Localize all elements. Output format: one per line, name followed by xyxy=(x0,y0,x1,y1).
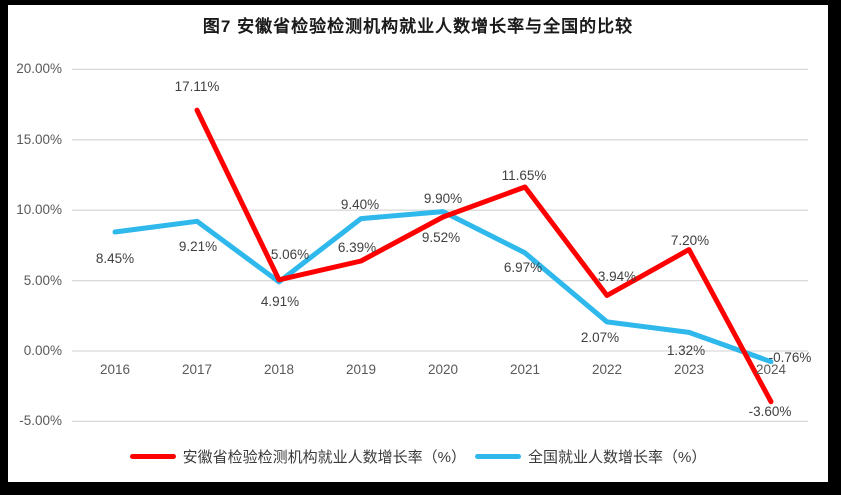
data-label-national-2022: 2.07% xyxy=(580,330,620,346)
data-label-anhui-2022: 3.94% xyxy=(597,269,637,285)
legend-label-anhui: 安徽省检验检测机构就业人数增长率（%） xyxy=(182,449,466,466)
data-label-anhui-2021: 11.65% xyxy=(501,168,547,184)
data-label-national-2023: 1.32% xyxy=(666,342,706,358)
data-label-national-2021: 6.97% xyxy=(503,260,543,276)
legend-item-national: 全国就业人数增长率（%） xyxy=(475,446,706,467)
chart-canvas: 图7 安徽省检验检测机构就业人数增长率与全国的比较 20.00% 15.00% 10… xyxy=(8,5,828,482)
y-tick-label: 15.00% xyxy=(16,131,62,147)
x-tick-label: 2022 xyxy=(591,362,623,377)
legend-marker-anhui-line xyxy=(129,454,176,459)
data-label-national-2016: 8.45% xyxy=(95,250,135,266)
data-label-national-2019: 9.40% xyxy=(340,197,380,213)
series-line-anhui xyxy=(194,107,774,405)
x-tick-label: 2019 xyxy=(345,362,377,377)
x-tick-label: 2018 xyxy=(263,362,295,377)
y-tick-label: -5.00% xyxy=(19,413,62,429)
y-tick-label: 5.00% xyxy=(23,272,62,288)
legend-marker-national-line xyxy=(475,454,521,459)
legend: 安徽省检验检测机构就业人数增长率（%） 全国就业人数增长率（%） xyxy=(8,446,828,467)
legend-label-national: 全国就业人数增长率（%） xyxy=(528,449,707,466)
series-line-national xyxy=(112,209,774,365)
data-label-national-2018: 4.91% xyxy=(260,294,300,310)
x-tick-label: 2017 xyxy=(181,362,213,377)
x-tick-label: 2016 xyxy=(99,362,131,377)
chart-title: 图7 安徽省检验检测机构就业人数增长率与全国的比较 xyxy=(202,17,634,36)
y-tick-label: 10.00% xyxy=(16,202,62,218)
x-tick-label: 2021 xyxy=(509,362,541,377)
data-label-anhui-2018: 5.06% xyxy=(270,247,310,263)
x-tick-label: 2023 xyxy=(673,362,705,377)
data-label-anhui-2019: 6.39% xyxy=(337,239,377,255)
y-tick-label: 20.00% xyxy=(16,61,62,77)
data-label-national-2024: -0.76% xyxy=(768,350,812,366)
data-label-national-2017: 9.21% xyxy=(178,238,218,254)
data-label-anhui-2017: 17.11% xyxy=(174,78,220,94)
data-label-anhui-2024: -3.60% xyxy=(748,404,792,420)
data-label-anhui-2023: 7.20% xyxy=(670,233,710,249)
plot-area xyxy=(72,68,808,423)
legend-item-anhui: 安徽省检验检测机构就业人数增长率（%） xyxy=(129,446,466,467)
x-tick-label: 2020 xyxy=(427,362,459,377)
x-tick-label: 2024 xyxy=(755,362,787,377)
data-label-anhui-2020: 9.52% xyxy=(421,230,461,246)
y-tick-label: 0.00% xyxy=(23,343,62,358)
data-label-national-2020: 9.90% xyxy=(423,191,463,207)
